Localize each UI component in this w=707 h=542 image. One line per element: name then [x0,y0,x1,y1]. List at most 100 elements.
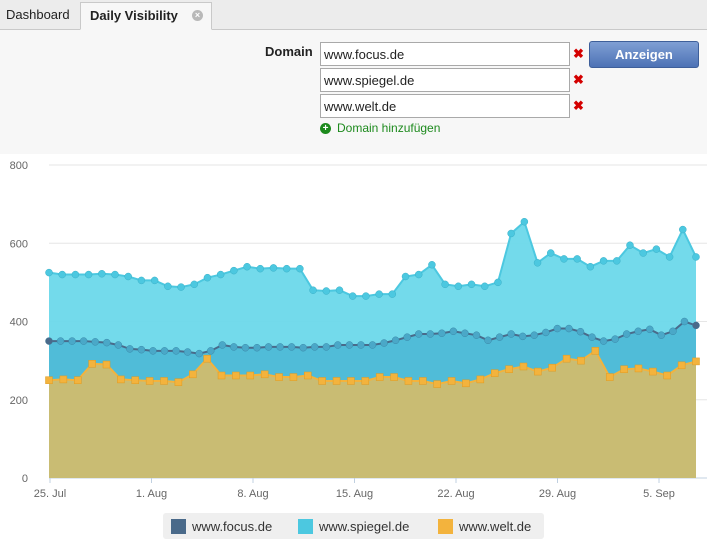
point-www.spiegel.de [296,264,304,273]
point-www.spiegel.de [362,292,370,300]
point-www.welt.de [131,376,140,384]
legend-item-welt[interactable]: www.welt.de [438,513,531,539]
point-www.focus.de [114,341,123,349]
point-www.welt.de [663,371,671,380]
point-www.spiegel.de [613,257,621,265]
point-www.spiegel.de [98,270,106,278]
y-tick-label: 400 [10,317,28,329]
point-www.spiegel.de [150,276,159,285]
chart-legend: www.focus.de www.spiegel.de www.welt.de [163,513,544,539]
y-tick-label: 200 [10,395,28,407]
legend-item-focus[interactable]: www.focus.de [171,513,272,539]
point-www.welt.de [260,370,269,379]
point-www.welt.de [102,360,111,369]
point-www.focus.de [56,337,65,345]
remove-domain-3-icon[interactable]: ✖ [573,98,584,113]
point-www.focus.de [357,341,365,349]
point-www.spiegel.de [45,268,53,277]
point-www.focus.de [126,345,134,353]
point-www.focus.de [576,327,585,336]
point-www.focus.de [241,343,250,352]
remove-domain-2-icon[interactable]: ✖ [573,72,584,87]
point-www.spiegel.de [84,270,93,279]
point-www.welt.de [174,378,183,386]
point-www.spiegel.de [586,262,595,271]
x-tick-label: 25. Jul [34,488,66,500]
point-www.focus.de [137,345,146,354]
legend-label-welt: www.welt.de [459,518,532,534]
point-www.spiegel.de [679,225,687,234]
point-www.focus.de [634,327,642,336]
remove-domain-1-icon[interactable]: ✖ [573,46,584,61]
point-www.spiegel.de [533,259,542,267]
point-www.focus.de [680,317,689,326]
point-www.welt.de [217,371,226,380]
point-www.spiegel.de [441,280,449,289]
point-www.welt.de [692,357,700,366]
point-www.welt.de [203,354,211,363]
legend-swatch-focus [171,518,186,534]
area-www.welt.de [49,350,696,478]
x-tick-label: 5. Sep [643,488,675,500]
point-www.focus.de [542,328,550,337]
point-www.focus.de [438,329,446,337]
point-www.focus.de [160,347,169,355]
point-www.welt.de [649,367,657,376]
point-www.focus.de [103,338,111,347]
point-www.focus.de [253,343,261,352]
add-domain-link[interactable]: + Domain hinzufügen [320,121,440,135]
point-www.focus.de [449,327,458,336]
point-www.focus.de [588,333,596,341]
close-icon[interactable]: × [192,10,203,21]
domain-label: Domain [265,44,313,59]
tab-dashboard[interactable]: Dashboard [6,7,70,22]
point-www.spiegel.de [111,270,119,279]
point-www.spiegel.de [547,249,555,257]
y-tick-label: 600 [10,238,28,250]
domain-form: Domain ✖ ✖ ✖ Anzeigen + Domain hinzufüge… [0,30,707,154]
point-www.spiegel.de [652,245,661,253]
point-www.focus.de [79,337,88,345]
domain-field-1[interactable] [320,42,570,66]
point-www.spiegel.de [401,272,410,281]
point-www.focus.de [368,341,377,349]
point-www.focus.de [611,335,619,343]
point-www.welt.de [433,380,441,388]
point-www.focus.de [495,333,504,341]
point-www.spiegel.de [256,264,265,273]
point-www.spiegel.de [124,272,132,281]
point-www.spiegel.de [414,270,423,279]
anzeigen-button[interactable]: Anzeigen [589,41,699,68]
point-www.focus.de [484,336,492,345]
point-www.focus.de [195,349,203,358]
point-www.welt.de [361,377,370,385]
domain-field-3[interactable] [320,94,570,118]
point-www.focus.de [207,347,215,355]
point-www.focus.de [530,331,538,339]
point-www.focus.de [276,343,284,351]
point-www.welt.de [519,362,528,371]
point-www.welt.de [45,376,53,384]
point-focus-end [45,337,53,345]
point-www.focus.de [68,337,76,345]
point-www.welt.de [145,377,154,385]
point-www.welt.de [562,354,571,363]
domain-field-2[interactable] [320,68,570,92]
point-www.focus.de [391,336,400,345]
point-www.welt.de [620,365,628,373]
x-tick-label: 29. Aug [539,488,576,500]
point-www.spiegel.de [269,264,278,272]
point-www.spiegel.de [190,280,198,289]
y-tick-label: 800 [10,160,28,172]
point-www.welt.de [404,377,413,385]
tab-bar: Dashboard Daily Visibility × [0,0,707,30]
point-www.welt.de [462,379,470,388]
legend-item-spiegel[interactable]: www.spiegel.de [298,513,409,539]
point-www.spiegel.de [71,270,80,279]
point-www.focus.de [149,347,157,355]
point-www.focus.de [599,337,608,345]
tab-daily-visibility[interactable]: Daily Visibility × [80,2,212,30]
point-www.focus.de [218,341,227,349]
point-www.spiegel.de [454,282,463,291]
line-www.welt.de [48,349,697,386]
